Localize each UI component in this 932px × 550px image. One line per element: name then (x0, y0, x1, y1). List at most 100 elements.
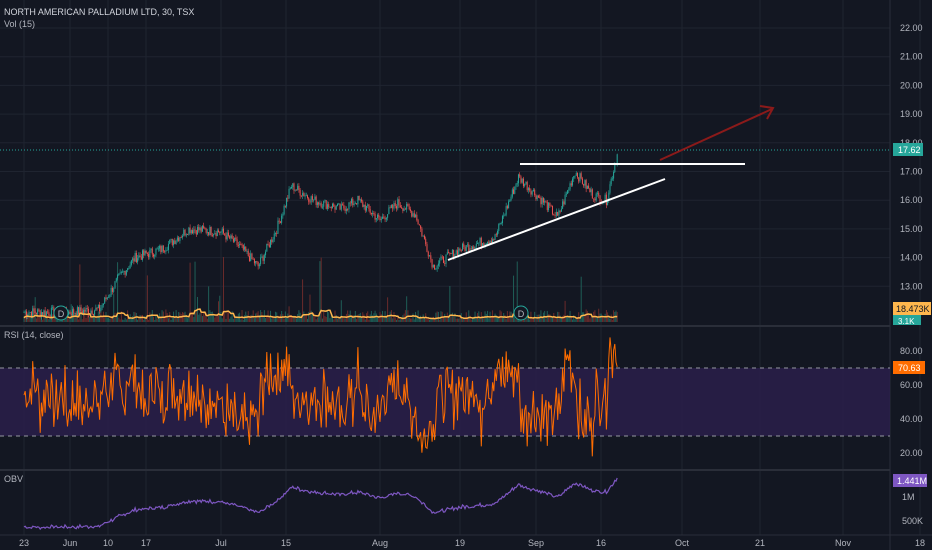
candle-body (475, 243, 477, 247)
candle-body (337, 203, 339, 206)
volume-bar (330, 314, 332, 322)
candle-body (179, 237, 181, 241)
obv-value-badge: 1.441M (893, 474, 927, 487)
candle-body (265, 251, 267, 256)
volume-bar (531, 318, 533, 322)
candle-body (128, 268, 130, 269)
volume-bar (326, 310, 328, 322)
candle-body (25, 311, 27, 316)
candle-body (474, 246, 476, 249)
candle-body (484, 244, 486, 246)
volume-bar (76, 317, 78, 322)
volume-bar (29, 313, 31, 322)
candle-body (283, 205, 285, 215)
candle-body (187, 234, 189, 235)
volume-bar (435, 312, 437, 322)
volume-bar (572, 319, 574, 322)
candle-body (247, 250, 249, 257)
volume-bar (417, 310, 419, 322)
candle-body (52, 307, 54, 309)
candle-body (35, 313, 37, 315)
volume-bar (385, 316, 387, 322)
volume-bar (465, 312, 467, 322)
volume-bar (28, 316, 30, 322)
candle-body (467, 244, 469, 246)
candle-body (390, 204, 392, 208)
volume-bar (230, 316, 232, 322)
volume-bar (392, 318, 394, 322)
candle-body (134, 253, 136, 262)
candle-body (526, 182, 528, 191)
volume-bar (206, 318, 208, 322)
candle-body (28, 312, 30, 315)
obv-axis[interactable]: 1M 500K (902, 492, 923, 526)
candle-body (50, 307, 52, 317)
candle-body (49, 315, 51, 317)
candle-body (534, 189, 536, 196)
candle-body (156, 248, 158, 250)
candle-body (113, 288, 115, 292)
candle-body (118, 273, 120, 276)
candle-body (591, 189, 593, 199)
support-trendline[interactable] (447, 178, 666, 261)
volume-bar (568, 316, 570, 322)
candle-body (544, 201, 546, 203)
candle-body (396, 206, 398, 209)
candle-body (354, 203, 356, 205)
candle-body (205, 228, 207, 233)
volume-bar (497, 317, 499, 322)
candle-body (276, 233, 278, 235)
candle-body (86, 307, 88, 309)
candle-body (531, 191, 533, 195)
candle-body (536, 195, 538, 200)
volume-bar (482, 316, 484, 322)
candle-body (399, 205, 401, 208)
volume-bar (250, 315, 252, 322)
volume-bar (590, 316, 592, 322)
candle-body (173, 240, 175, 245)
time-axis[interactable]: 23 Jun 10 17 Jul 15 Aug 19 Sep 16 Oct 21 Nov 18 (19, 538, 925, 548)
volume-bar (334, 310, 336, 322)
volume-bar (408, 317, 410, 322)
dividend-marker-1[interactable]: D (53, 305, 69, 321)
candle-body (153, 254, 155, 257)
candle-body (530, 190, 532, 195)
volume-bar (244, 315, 246, 322)
candle-body (483, 243, 485, 246)
candle-body (206, 231, 208, 233)
price-axis[interactable]: 22.00 21.00 20.00 19.00 18.00 17.00 16.00 15.00… (900, 23, 923, 291)
volume-bar (343, 318, 345, 322)
candle-body (494, 234, 496, 240)
volume-bar (91, 315, 93, 322)
volume-bar (469, 315, 471, 322)
candle-body (343, 205, 345, 209)
volume-bar (150, 313, 152, 322)
candle-body (347, 209, 349, 210)
candle-body (318, 202, 320, 205)
volume-bar (559, 315, 561, 322)
volume-bar (454, 313, 456, 322)
volume-bar (204, 315, 206, 322)
volume-bar (139, 315, 141, 322)
rsi-axis[interactable]: 80.00 60.00 40.00 20.00 (900, 346, 923, 458)
volume-bar (603, 317, 605, 322)
svg-text:70.63: 70.63 (898, 363, 921, 373)
dividend-marker-2[interactable]: D (513, 305, 529, 321)
volume-bar (81, 319, 83, 322)
candle-body (307, 195, 309, 198)
candle-body (42, 312, 44, 315)
volume-bar (610, 314, 612, 322)
candle-body (110, 287, 112, 296)
volume-bar (153, 316, 155, 322)
candle-body (321, 206, 323, 208)
projection-arrow[interactable] (659, 108, 773, 161)
volume-bar (216, 314, 218, 322)
candle-body (387, 214, 389, 218)
volume-bar (583, 312, 585, 322)
candle-body (427, 251, 429, 257)
volume-bar (265, 318, 267, 322)
candle-body (404, 208, 406, 210)
candle-body (379, 216, 381, 221)
candle-body (33, 308, 35, 312)
